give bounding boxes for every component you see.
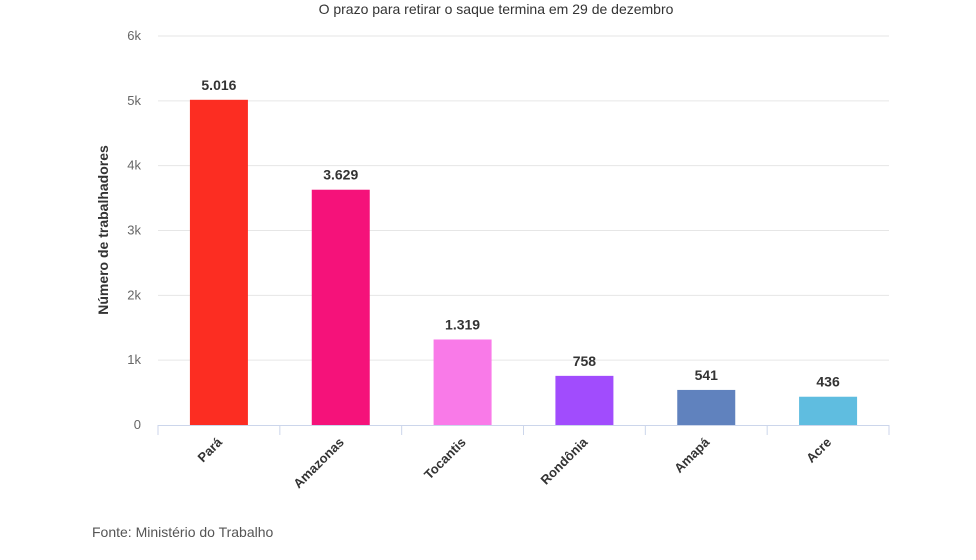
y-tick-label: 6k bbox=[127, 28, 141, 43]
x-tick-label: Acre bbox=[803, 435, 834, 466]
y-axis-label: Número de trabalhadores bbox=[95, 145, 111, 315]
x-tick-label: Rondônia bbox=[538, 434, 592, 488]
data-label: 1.319 bbox=[445, 316, 480, 332]
data-label: 758 bbox=[573, 353, 597, 369]
x-tick-label: Pará bbox=[194, 434, 225, 465]
chart-subtitle: O prazo para retirar o saque termina em … bbox=[319, 1, 674, 17]
y-tick-label: 0 bbox=[134, 417, 141, 432]
bar-Pará bbox=[189, 99, 248, 426]
data-label: 5.016 bbox=[201, 77, 236, 93]
x-tick-label: Amazonas bbox=[290, 435, 347, 492]
bar-Rondônia bbox=[555, 375, 614, 425]
y-tick-label: 2k bbox=[127, 287, 141, 302]
bar-Acre bbox=[799, 396, 858, 425]
x-tick-label: Amapá bbox=[671, 434, 713, 476]
x-tick-label: Tocantis bbox=[421, 435, 469, 483]
data-label: 436 bbox=[816, 374, 840, 390]
bar-Tocantis bbox=[433, 339, 492, 425]
y-tick-label: 4k bbox=[127, 158, 141, 173]
source-note: Fonte: Ministério do Trabalho bbox=[92, 524, 274, 540]
bar-Amazonas bbox=[311, 189, 370, 425]
y-tick-label: 1k bbox=[127, 352, 141, 367]
y-tick-label: 5k bbox=[127, 93, 141, 108]
data-label: 541 bbox=[695, 367, 719, 383]
data-label: 3.629 bbox=[323, 167, 358, 183]
bar-Amapá bbox=[677, 389, 736, 425]
y-tick-label: 3k bbox=[127, 223, 141, 238]
